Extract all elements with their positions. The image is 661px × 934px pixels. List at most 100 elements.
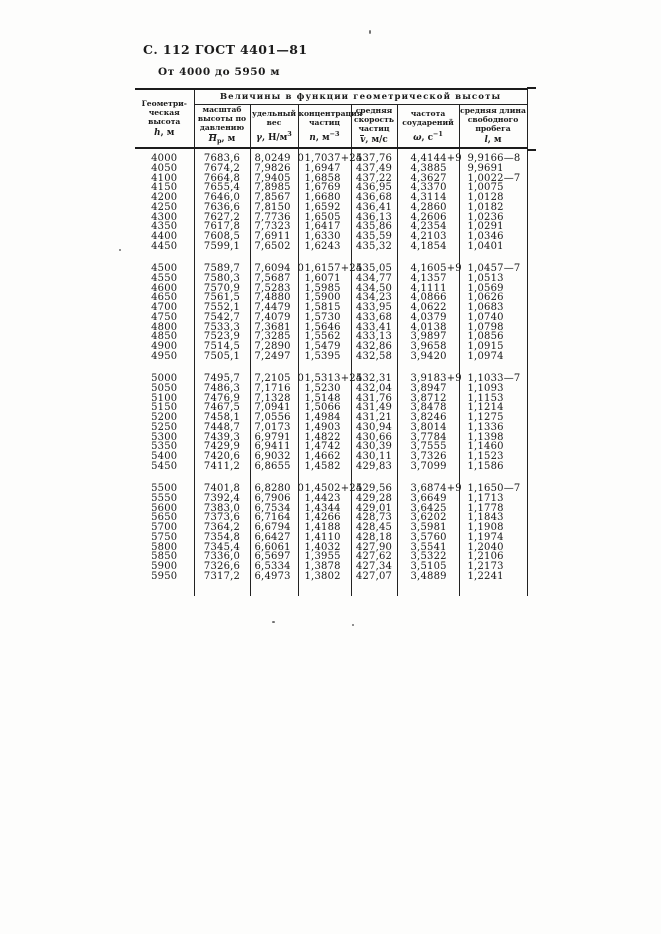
cell: 1,0291 [458,222,528,232]
cell: 430,66 [350,432,397,443]
cell: 428,18 [350,532,397,543]
cell: 5350 [151,441,178,453]
cell: 4,1111 [396,283,459,294]
cell: 7,2105 0 [249,374,304,384]
spacer-cell [193,361,250,374]
cell: 7411,2 [193,461,250,472]
spacer-cell [193,581,250,596]
cell: 1,1460 [458,442,528,452]
cell: 7580,3 [193,273,250,284]
table-row: 5300 7439,3 6,9791 1,4822 430,66 3,7784 1,1398 [135,432,528,443]
symbol-gamma: γ, Н/м3 [256,129,292,143]
cell: 1,5815 [297,303,351,313]
cell: 1,6858 [297,173,351,184]
col-header-height: Геометри- ческая высота h, м [135,89,194,149]
symbol-n: n, м−3 [309,129,340,143]
cell: 1,1778 [458,503,528,514]
cell: 1,5985 [297,283,351,294]
cell: 1,3955 [297,552,351,562]
cell: 1,0856 [458,332,528,342]
table-row: 4850 7523,9 7,3285 1,5562 433,13 3,9897 1,0856 [135,332,528,342]
cell: 1,6157+25 [297,264,362,274]
cell: 9,9166—8 [458,154,528,164]
atmosphere-table: Геометри- ческая высота h, м Величины в … [135,88,528,596]
cell: 1,5313+25 [297,374,362,384]
cell: 431,76 [350,393,397,404]
cell: 8,0249 0 [249,154,304,164]
spacer-cell [249,251,298,264]
cell: 1,5395 [297,351,351,362]
cell: 7486,3 [193,383,250,394]
cell: 1,5230 [297,383,351,394]
scan-speck [272,621,275,623]
cell: 430,94 [350,422,397,433]
cell: 7,9826 [249,163,298,174]
cell: 3,6425 [396,503,459,514]
cell: 6,6061 [249,542,298,553]
cell: 5100 [151,392,178,404]
table-row: 4700 7552,1 7,4479 1,5815 433,95 4,0622 1,0683 [135,303,528,313]
table-row: 4300 7627,2 7,7736 1,6505 436,13 4,2606 1,0236 [135,212,528,223]
cell: 428,73 [350,513,397,523]
table-row: 5700 7364,2 6,6794 1,4188 428,45 3,5981 1,1908 [135,523,528,533]
cell: 7,6094 0 [249,264,304,274]
cell: 3,5541 [396,542,459,553]
cell: 1,6769 [297,183,351,193]
col-header-mean-speed: средняя скорость частиц v, м/с [350,104,397,149]
cell: 5850 [151,551,178,563]
col-header-mean-free-path: средняя длина свободного пробега l, м [458,104,528,149]
spacer-row [135,251,528,264]
cell: 5250 [151,421,178,433]
spacer-cell [193,148,250,154]
cell: 4400 [151,231,178,243]
cell: 5000 [151,373,178,385]
cell: 428,45 [350,523,397,533]
symbol-h: h, м [154,128,175,138]
cell: 5200 [151,412,178,424]
cell: 427,34 [350,562,397,572]
cell: 1,2106 [458,552,528,562]
cell: 432,86 [350,342,397,352]
cell: 7655,4 [193,183,250,193]
table-row: 4500 7589,7 7,6094 0 1,6157+25 435,05 4,1605+… [135,263,528,275]
cell: 4500 [151,263,178,275]
cell: 1,1214 [458,403,528,413]
cell: 1,0236 [458,212,528,223]
cell: 1,0513 [458,273,528,284]
cell: 4,2354 [396,222,459,232]
cell: 6,8655 [249,461,298,472]
cell: 7,1328 [249,393,298,404]
cell: 6,9032 [249,452,298,462]
table-row: 5900 7326,6 6,5334 1,3878 427,34 3,5105 1,2173 [135,562,528,572]
cell: 6,9411 [249,442,298,452]
cell: 7,0173 [249,422,298,433]
cell: 1,6680 [297,193,351,203]
cell: 1,5730 [297,312,351,323]
cell: 6,7906 [249,493,298,504]
cell: 3,5105 [396,562,459,572]
cell: 436,95 [350,183,397,193]
cell: 4350 [151,221,178,233]
cell: 1,4032 [297,542,351,553]
symbol-v: v, м/с [360,134,388,146]
cell: 4000 [151,153,178,165]
table-row: 5600 7383,0 6,7534 1,4344 429,01 3,6425 1,1778 [135,503,528,514]
cell: 5550 [151,492,178,504]
cell: 5450 [151,460,178,472]
cell: 4900 [151,341,178,353]
spacer-cell [396,361,459,374]
cell: 4250 [151,201,178,213]
spacer-row [135,581,528,596]
table-row: 4150 7655,4 7,8985 1,6769 436,95 4,3370 1,0075 [135,183,528,193]
cell: 6,7534 [249,503,298,514]
cell: 435,86 [350,222,397,232]
cell: 1,1033—7 [458,374,528,384]
cell: 3,5760 [396,532,459,543]
cell: 7664,8 [193,173,250,184]
cell: 7476,9 [193,393,250,404]
cell: 1,0974 [458,351,528,362]
cell: 7,2497 [249,351,298,362]
table-row: 5100 7476,9 7,1328 1,5148 431,76 3,8712 1,1153 [135,392,528,404]
cell: 430,39 [350,442,397,452]
cell: 7,9405 [249,173,298,184]
